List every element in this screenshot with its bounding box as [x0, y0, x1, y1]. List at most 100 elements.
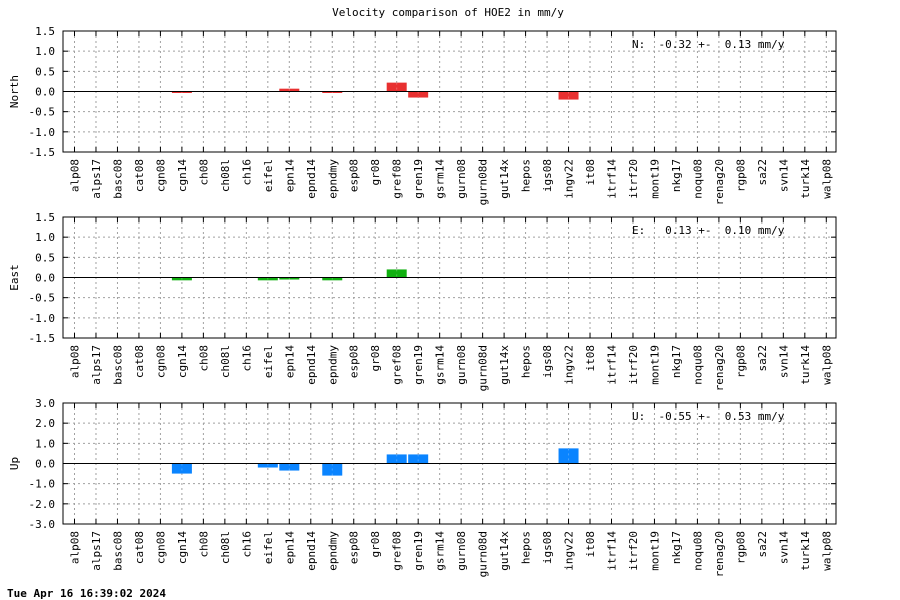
- bar-cgn14: [171, 91, 192, 93]
- y-tick-label: 0.5: [35, 65, 55, 78]
- timestamp-footer: Tue Apr 16 16:39:02 2024: [7, 587, 166, 600]
- x-tick-label: cat08: [133, 531, 146, 564]
- x-tick-label: alp08: [69, 345, 82, 378]
- x-tick-label: basc08: [111, 531, 124, 571]
- x-tick-label: eifel: [262, 345, 275, 378]
- y-tick-label: -0.5: [29, 292, 56, 305]
- y-tick-label: 0.5: [35, 251, 55, 264]
- x-tick-label: epn14: [283, 345, 296, 378]
- x-tick-label: gr08: [369, 345, 382, 372]
- x-tick-label: hepos: [520, 531, 533, 564]
- x-tick-label: ch08: [197, 345, 210, 372]
- bar-ingv22: [558, 448, 579, 464]
- bar-gref08: [386, 82, 407, 92]
- x-tick-label: turk14: [799, 345, 812, 385]
- chart-title: Velocity comparison of HOE2 in mm/y: [332, 6, 564, 19]
- x-tick-label: turk14: [799, 531, 812, 571]
- x-tick-label: itrf14: [606, 345, 619, 385]
- stats-annotation: N: -0.32 +- 0.13 mm/y: [632, 38, 785, 51]
- y-tick-label: -1.0: [29, 126, 56, 139]
- x-tick-label: sa22: [756, 345, 769, 372]
- x-tick-label: it08: [584, 531, 597, 558]
- x-tick-label: it08: [584, 159, 597, 186]
- x-tick-label: cat08: [133, 345, 146, 378]
- y-tick-label: 1.5: [35, 25, 55, 38]
- x-tick-label: gurn08: [455, 159, 468, 199]
- x-tick-label: rgp08: [734, 531, 747, 564]
- x-tick-label: alps17: [90, 345, 103, 385]
- x-tick-label: basc08: [111, 345, 124, 385]
- x-tick-label: gurn08: [455, 531, 468, 571]
- x-tick-label: walp08: [820, 531, 833, 571]
- x-tick-label: gren19: [412, 345, 425, 385]
- x-tick-label: gut14x: [498, 345, 511, 385]
- x-tick-label: ch08l: [219, 345, 232, 378]
- x-tick-label: ch08: [197, 531, 210, 558]
- x-tick-label: gurn08d: [477, 159, 490, 205]
- y-tick-label: -1.5: [29, 146, 56, 159]
- x-tick-label: epnd14: [305, 531, 318, 571]
- bar-gren19: [408, 91, 429, 98]
- y-tick-label: 3.0: [35, 397, 55, 410]
- bar-gref08: [386, 454, 407, 464]
- x-tick-label: ch16: [240, 531, 253, 558]
- x-tick-label: epndmy: [326, 531, 339, 571]
- x-tick-label: cgn14: [176, 531, 189, 564]
- bar-eifel: [257, 277, 278, 281]
- y-axis-label: Up: [8, 457, 21, 470]
- x-tick-label: itrf20: [627, 531, 640, 571]
- bar-epndmy: [322, 91, 343, 93]
- y-tick-label: -0.5: [29, 106, 56, 119]
- x-tick-label: epndmy: [326, 159, 339, 199]
- x-tick-label: noqu08: [691, 159, 704, 199]
- x-tick-label: svn14: [777, 345, 790, 378]
- x-tick-label: gr08: [369, 159, 382, 186]
- x-tick-label: noqu08: [691, 531, 704, 571]
- y-tick-label: 0.0: [35, 272, 55, 285]
- bar-epn14: [279, 277, 300, 280]
- x-tick-label: cat08: [133, 159, 146, 192]
- x-tick-label: gref08: [391, 531, 404, 571]
- x-tick-label: hepos: [520, 159, 533, 192]
- x-tick-label: sa22: [756, 531, 769, 558]
- x-tick-label: igs08: [541, 531, 554, 564]
- x-tick-label: svn14: [777, 159, 790, 192]
- x-tick-label: ch16: [240, 345, 253, 372]
- x-tick-label: sa22: [756, 159, 769, 186]
- y-tick-label: 2.0: [35, 417, 55, 430]
- x-tick-label: mont19: [648, 531, 661, 571]
- bar-eifel: [257, 463, 278, 468]
- x-tick-label: eifel: [262, 159, 275, 192]
- y-tick-label: -1.0: [29, 478, 56, 491]
- x-tick-label: esp08: [348, 531, 361, 564]
- x-tick-label: gref08: [391, 345, 404, 385]
- x-tick-label: ingv22: [563, 159, 576, 199]
- x-tick-label: rgp08: [734, 345, 747, 378]
- y-tick-label: 0.0: [35, 86, 55, 99]
- x-tick-label: nkg17: [670, 159, 683, 192]
- x-tick-label: mont19: [648, 345, 661, 385]
- bar-cgn14: [171, 463, 192, 474]
- x-tick-label: gsrm14: [434, 345, 447, 385]
- x-tick-label: ingv22: [563, 531, 576, 571]
- panel-up: 3.0 2.0 1.0 0.0 -1.0 -2.0 -3.0 alp08 alps17 basc0…: [8, 397, 837, 577]
- x-tick-label: renag20: [713, 531, 726, 577]
- panel-north: 1.5 1.0 0.5 0.0 -0.5 -1.0 -1.5 alp08 alps17 basc0…: [8, 25, 837, 205]
- x-tick-label: cgn14: [176, 159, 189, 192]
- x-tick-label: alps17: [90, 159, 103, 199]
- x-tick-label: basc08: [111, 159, 124, 199]
- y-tick-label: 1.5: [35, 211, 55, 224]
- y-axis-label: East: [8, 264, 21, 291]
- x-tick-label: gsrm14: [434, 531, 447, 571]
- x-tick-label: svn14: [777, 531, 790, 564]
- x-tick-label: itrf14: [606, 531, 619, 571]
- y-tick-label: 1.0: [35, 231, 55, 244]
- x-tick-label: ch08: [197, 159, 210, 186]
- x-tick-label: cgn14: [176, 345, 189, 378]
- bar-epn14: [279, 88, 300, 92]
- x-tick-label: ch08l: [219, 159, 232, 192]
- bar-ingv22: [558, 91, 579, 100]
- bar-epndmy: [322, 277, 343, 281]
- x-tick-label: esp08: [348, 345, 361, 378]
- x-tick-label: rgp08: [734, 159, 747, 192]
